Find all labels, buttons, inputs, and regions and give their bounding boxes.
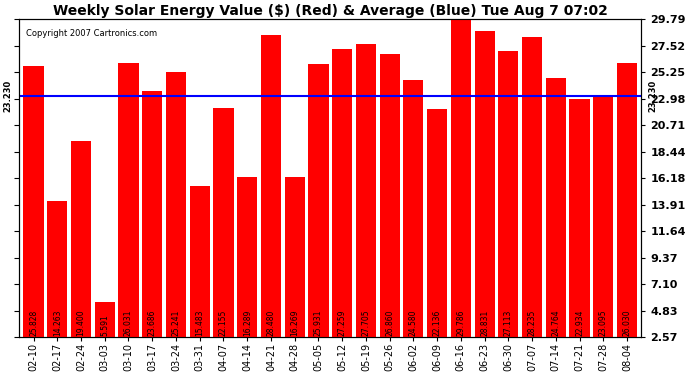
Text: 16.269: 16.269 (290, 309, 299, 336)
Bar (142, 91, 162, 367)
Text: 19.400: 19.400 (77, 309, 86, 336)
Text: 26.031: 26.031 (124, 309, 133, 336)
Text: 27.113: 27.113 (504, 309, 513, 336)
Text: 16.289: 16.289 (243, 309, 252, 336)
Bar (237, 177, 257, 367)
Text: 25.241: 25.241 (172, 309, 181, 336)
Bar (190, 186, 210, 367)
Text: 15.483: 15.483 (195, 309, 204, 336)
Bar (546, 78, 566, 367)
Bar (119, 63, 139, 367)
Bar (475, 30, 495, 367)
Text: 28.831: 28.831 (480, 310, 489, 336)
Text: 23.095: 23.095 (599, 309, 608, 336)
Bar (451, 20, 471, 367)
Text: 28.235: 28.235 (528, 309, 537, 336)
Bar (261, 34, 281, 367)
Text: 5.591: 5.591 (100, 314, 109, 336)
Title: Weekly Solar Energy Value ($) (Red) & Average (Blue) Tue Aug 7 07:02: Weekly Solar Energy Value ($) (Red) & Av… (53, 4, 608, 18)
Text: 14.263: 14.263 (52, 309, 62, 336)
Text: 28.480: 28.480 (266, 309, 275, 336)
Text: 29.786: 29.786 (456, 309, 465, 336)
Text: 23.230: 23.230 (3, 80, 12, 112)
Bar (71, 141, 91, 367)
Bar (166, 72, 186, 367)
Bar (356, 44, 376, 367)
Bar (380, 54, 400, 367)
Text: 24.764: 24.764 (551, 309, 560, 336)
Bar (284, 177, 305, 367)
Text: 24.580: 24.580 (409, 309, 418, 336)
Text: 26.030: 26.030 (622, 309, 631, 336)
Text: 27.705: 27.705 (362, 309, 371, 336)
Bar (617, 63, 637, 367)
Bar (213, 108, 233, 367)
Bar (332, 49, 353, 367)
Text: 27.259: 27.259 (337, 309, 346, 336)
Bar (95, 302, 115, 367)
Text: 22.155: 22.155 (219, 309, 228, 336)
Text: 25.828: 25.828 (29, 310, 38, 336)
Text: 26.860: 26.860 (385, 309, 394, 336)
Bar (23, 66, 43, 367)
Text: 23.686: 23.686 (148, 309, 157, 336)
Text: 23.230: 23.230 (649, 80, 658, 112)
Text: Copyright 2007 Cartronics.com: Copyright 2007 Cartronics.com (26, 29, 157, 38)
Bar (593, 98, 613, 367)
Text: 22.934: 22.934 (575, 309, 584, 336)
Bar (403, 80, 424, 367)
Text: 25.931: 25.931 (314, 309, 323, 336)
Bar (498, 51, 518, 367)
Bar (522, 38, 542, 367)
Bar (569, 99, 590, 367)
Bar (47, 201, 68, 367)
Bar (308, 64, 328, 367)
Text: 22.136: 22.136 (433, 309, 442, 336)
Bar (427, 109, 447, 367)
